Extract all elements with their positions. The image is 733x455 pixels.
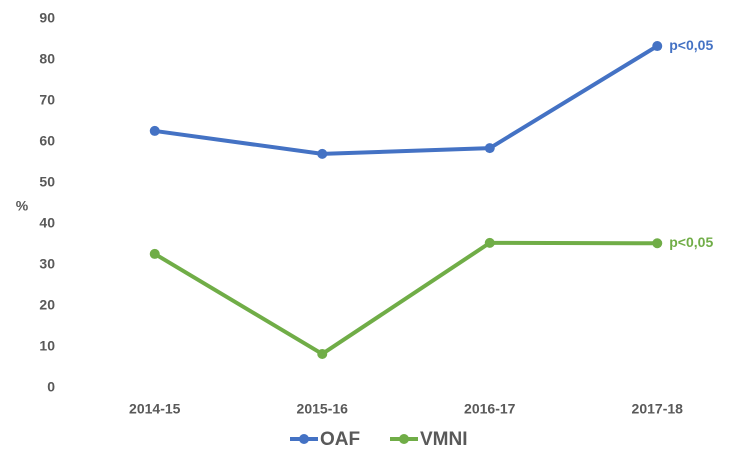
y-tick-label: 0 <box>47 379 55 395</box>
y-axis-label: % <box>16 198 29 214</box>
data-point <box>652 238 663 249</box>
y-tick-label: 20 <box>39 297 55 313</box>
data-point <box>317 348 328 359</box>
data-point <box>149 248 160 259</box>
data-point <box>484 237 495 248</box>
data-point <box>484 143 495 154</box>
y-tick-label: 10 <box>39 338 55 354</box>
y-tick-label: 50 <box>39 174 55 190</box>
data-point <box>149 125 160 136</box>
annotation: p<0,05 <box>669 234 713 250</box>
legend-marker <box>399 434 409 444</box>
data-point <box>652 41 663 52</box>
y-tick-label: 90 <box>39 10 55 26</box>
x-tick-label: 2017-18 <box>632 401 684 417</box>
x-tick-label: 2016-17 <box>464 401 516 417</box>
x-tick-label: 2014-15 <box>129 401 181 417</box>
y-tick-label: 80 <box>39 51 55 67</box>
y-tick-label: 60 <box>39 133 55 149</box>
y-tick-label: 40 <box>39 215 55 231</box>
legend-label: VMNI <box>420 429 468 450</box>
series-line <box>153 240 658 356</box>
legend-marker <box>299 434 309 444</box>
data-point <box>317 148 328 159</box>
y-tick-label: 70 <box>39 92 55 108</box>
annotation: p<0,05 <box>669 37 713 53</box>
y-tick-label: 30 <box>39 256 55 272</box>
series-line <box>154 44 659 156</box>
x-tick-label: 2015-16 <box>297 401 349 417</box>
legend-label: OAF <box>320 429 360 450</box>
